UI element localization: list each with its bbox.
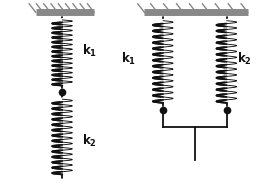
Text: $\mathbf{k_1}$: $\mathbf{k_1}$ <box>82 43 97 59</box>
Text: $\mathbf{k_2}$: $\mathbf{k_2}$ <box>237 51 252 67</box>
Text: $\mathbf{k_2}$: $\mathbf{k_2}$ <box>82 133 97 149</box>
Text: $\mathbf{k_1}$: $\mathbf{k_1}$ <box>121 51 136 67</box>
